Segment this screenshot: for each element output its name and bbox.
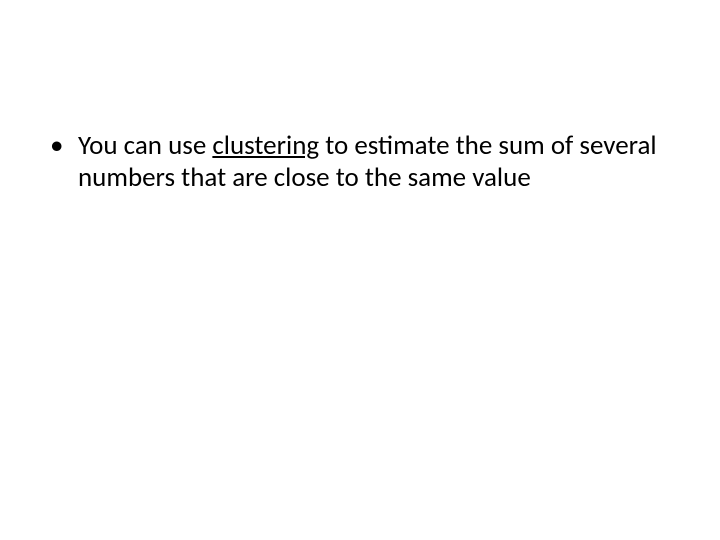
bullet-text-before: You can use	[78, 129, 212, 162]
slide: • You can use clustering to estimate the…	[0, 0, 720, 540]
bullet-keyword: clustering	[212, 129, 319, 162]
bullet-list: • You can use clustering to estimate the…	[50, 130, 660, 195]
bullet-marker: •	[50, 130, 63, 162]
bullet-item: • You can use clustering to estimate the…	[50, 130, 660, 195]
